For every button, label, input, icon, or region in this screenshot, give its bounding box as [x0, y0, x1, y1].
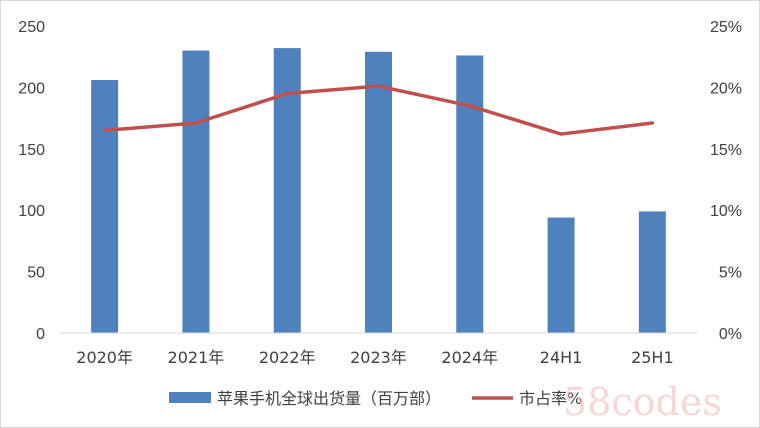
right-tick-label: 25% — [710, 19, 742, 36]
right-axis-ticks: 0% 5% 10% 15% 20% 25% — [710, 19, 742, 343]
right-tick-label: 0% — [719, 326, 742, 343]
legend-label-bar: 苹果手机全球出货量（百万部） — [217, 389, 441, 408]
left-tick-label: 100 — [18, 203, 45, 220]
x-tick-label: 24H1 — [540, 348, 583, 367]
legend-label-line: 市占率% — [519, 389, 582, 408]
legend: 苹果手机全球出货量（百万部） 市占率% — [169, 389, 582, 408]
bar — [182, 50, 210, 334]
left-tick-label: 250 — [18, 19, 45, 36]
bar — [365, 51, 392, 334]
left-tick-label: 50 — [27, 265, 45, 282]
x-axis-ticks: 2020年 2021年 2022年 2023年 2024年 24H1 25H1 — [76, 348, 673, 367]
right-tick-label: 15% — [710, 142, 742, 159]
x-tick-label: 2024年 — [441, 348, 498, 367]
watermark: 58codes — [563, 380, 722, 424]
bar — [547, 217, 575, 333]
right-tick-label: 5% — [719, 265, 742, 282]
left-tick-label: 0 — [36, 326, 45, 343]
bar — [273, 48, 301, 333]
x-tick-label: 2022年 — [259, 348, 316, 367]
right-tick-label: 10% — [710, 203, 742, 220]
bar — [456, 55, 484, 334]
bar-series — [91, 48, 666, 334]
legend-swatch-bar — [169, 392, 211, 403]
line-series — [102, 84, 655, 136]
bar — [638, 211, 666, 333]
left-axis-ticks: 0 50 100 150 200 250 — [18, 19, 45, 343]
x-tick-label: 2021年 — [168, 348, 225, 367]
right-tick-label: 20% — [710, 80, 742, 97]
left-tick-label: 150 — [18, 142, 45, 159]
x-tick-label: 2020年 — [76, 348, 133, 367]
bar — [91, 80, 119, 333]
x-tick-label: 2023年 — [350, 348, 407, 367]
x-tick-label: 25H1 — [631, 348, 674, 367]
left-tick-label: 200 — [18, 80, 45, 97]
